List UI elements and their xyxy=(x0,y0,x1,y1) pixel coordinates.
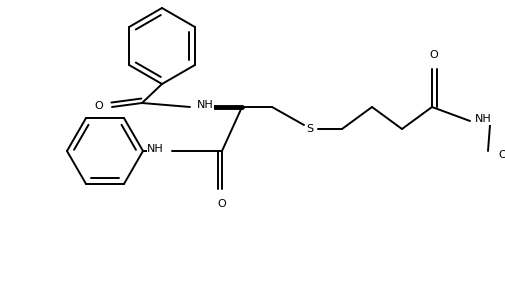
Text: O: O xyxy=(430,50,438,60)
Text: NH: NH xyxy=(475,114,492,124)
Text: OH: OH xyxy=(498,150,505,160)
Text: O: O xyxy=(94,101,103,111)
Text: NH: NH xyxy=(197,100,214,110)
Text: S: S xyxy=(307,124,314,134)
Text: O: O xyxy=(218,199,226,209)
Text: NH: NH xyxy=(147,144,164,154)
